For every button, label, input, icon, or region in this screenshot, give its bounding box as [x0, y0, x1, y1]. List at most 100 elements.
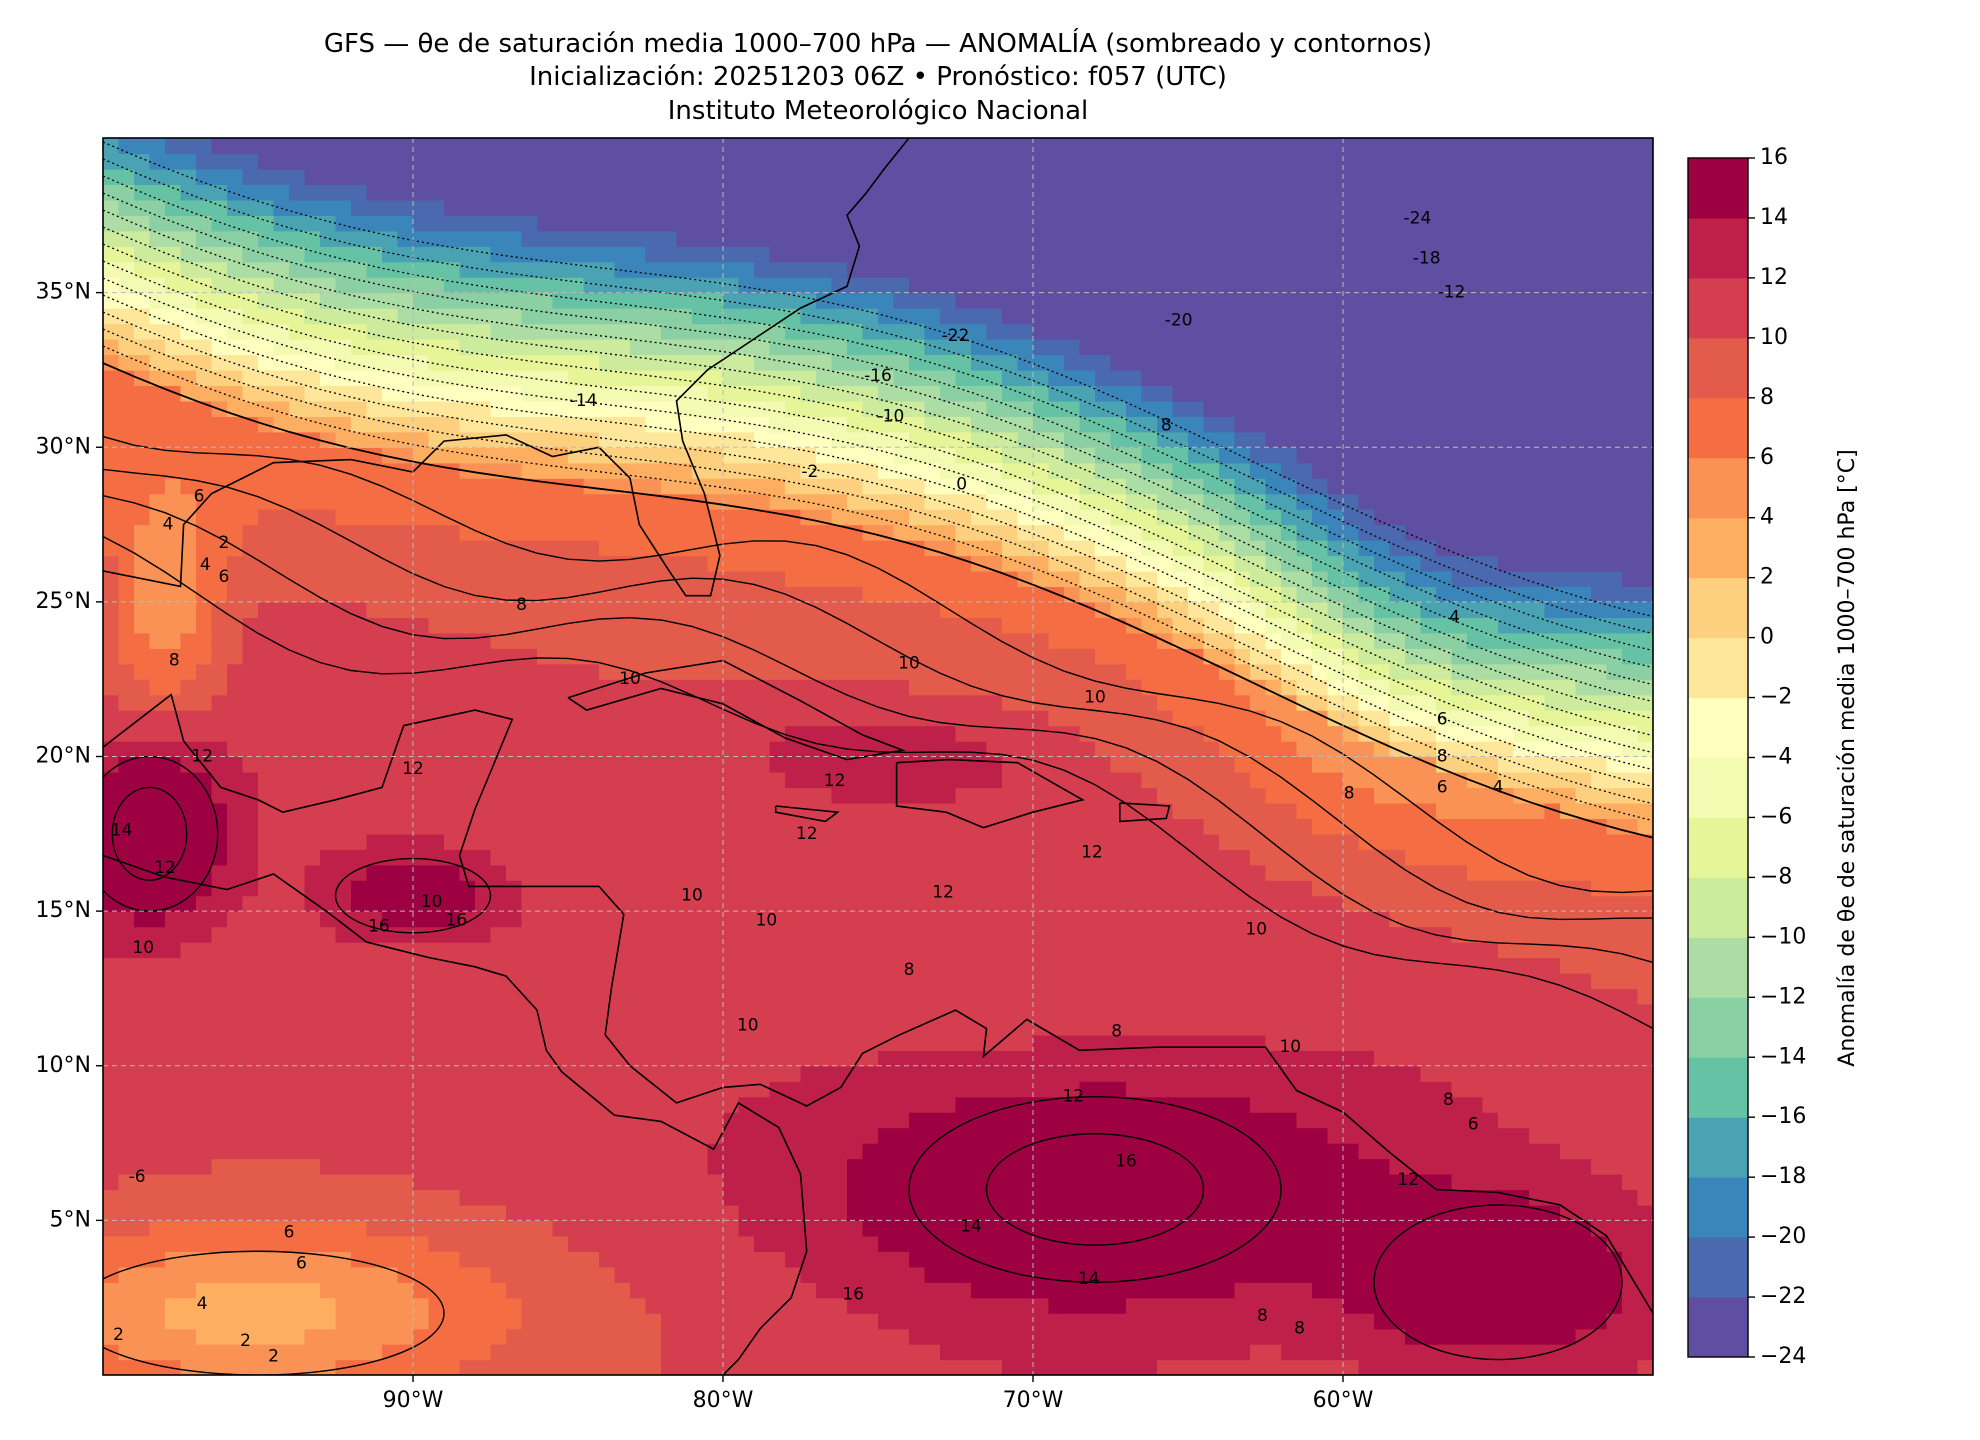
field-cell: [707, 586, 724, 603]
field-cell: [986, 617, 1003, 634]
field-cell: [1017, 1143, 1034, 1160]
field-cell: [103, 1189, 120, 1206]
field-cell: [847, 416, 864, 433]
field-cell: [289, 818, 306, 835]
field-cell: [304, 880, 321, 897]
field-cell: [1002, 756, 1019, 773]
field-cell: [165, 215, 182, 232]
field-cell: [490, 772, 507, 789]
field-cell: [645, 973, 662, 990]
field-cell: [521, 1112, 538, 1129]
field-cell: [413, 369, 430, 386]
field-cell: [165, 1266, 182, 1283]
field-cell: [971, 1081, 988, 1098]
field-cell: [630, 1220, 647, 1237]
field-cell: [397, 292, 414, 309]
field-cell: [1017, 1127, 1034, 1144]
field-cell: [475, 601, 492, 618]
field-cell: [661, 1034, 678, 1051]
field-cell: [568, 988, 585, 1005]
field-cell: [537, 864, 554, 881]
field-cell: [599, 1359, 616, 1375]
field-cell: [1033, 354, 1050, 371]
field-cell: [289, 802, 306, 819]
field-cell: [723, 447, 740, 464]
field-cell: [537, 1127, 554, 1144]
field-cell: [227, 493, 244, 510]
field-cell: [289, 153, 306, 170]
field-cell: [645, 1003, 662, 1020]
field-cell: [831, 153, 848, 170]
field-cell: [676, 1266, 693, 1283]
field-cell: [552, 524, 569, 541]
field-cell: [862, 710, 879, 727]
field-cell: [800, 354, 817, 371]
field-cell: [676, 1003, 693, 1020]
field-cell: [459, 1096, 476, 1113]
field-cell: [707, 818, 724, 835]
field-cell: [444, 1359, 461, 1375]
field-cell: [506, 1297, 523, 1314]
field-cell: [614, 1096, 631, 1113]
field-cell: [893, 369, 910, 386]
field-cell: [490, 818, 507, 835]
field-cell: [366, 818, 383, 835]
field-cell: [258, 339, 275, 356]
field-cell: [1033, 911, 1050, 928]
field-cell: [196, 555, 213, 572]
field-cell: [676, 1174, 693, 1191]
field-cell: [568, 1204, 585, 1221]
field-cell: [304, 1143, 321, 1160]
field-cell: [335, 1065, 352, 1082]
field-cell: [134, 679, 151, 696]
field-cell: [831, 1251, 848, 1268]
field-cell: [738, 246, 755, 263]
field-cell: [1048, 1251, 1065, 1268]
field-cell: [351, 957, 368, 974]
field-cell: [428, 493, 445, 510]
field-cell: [583, 926, 600, 943]
field-cell: [986, 1065, 1003, 1082]
field-cell: [893, 818, 910, 835]
field-cell: [862, 230, 879, 247]
field-cell: [537, 184, 554, 201]
field-cell: [227, 524, 244, 541]
field-cell: [134, 1034, 151, 1051]
field-cell: [242, 1189, 259, 1206]
field-cell: [568, 1158, 585, 1175]
field-cell: [397, 509, 414, 526]
field-cell: [289, 849, 306, 866]
field-cell: [630, 1143, 647, 1160]
field-cell: [583, 1127, 600, 1144]
field-cell: [149, 168, 166, 185]
field-cell: [351, 648, 368, 665]
field-cell: [118, 818, 135, 835]
field-cell: [1064, 864, 1081, 881]
field-cell: [583, 895, 600, 912]
field-cell: [707, 277, 724, 294]
field-cell: [723, 880, 740, 897]
field-cell: [769, 1143, 786, 1160]
field-cell: [692, 648, 709, 665]
field-cell: [211, 1266, 228, 1283]
field-cell: [583, 1065, 600, 1082]
field-cell: [940, 601, 957, 618]
field-cell: [335, 540, 352, 557]
field-cell: [382, 1204, 399, 1221]
field-cell: [661, 339, 678, 356]
field-cell: [459, 509, 476, 526]
field-cell: [568, 1112, 585, 1129]
field-cell: [227, 957, 244, 974]
field-cell: [878, 1189, 895, 1206]
field-cell: [118, 1313, 135, 1330]
field-cell: [134, 926, 151, 943]
field-cell: [924, 493, 941, 510]
field-cell: [242, 1143, 259, 1160]
field-cell: [149, 509, 166, 526]
field-cell: [335, 1189, 352, 1206]
field-cell: [1064, 1344, 1081, 1361]
field-cell: [1033, 184, 1050, 201]
field-cell: [366, 1143, 383, 1160]
field-cell: [1064, 1359, 1081, 1375]
field-cell: [599, 1344, 616, 1361]
